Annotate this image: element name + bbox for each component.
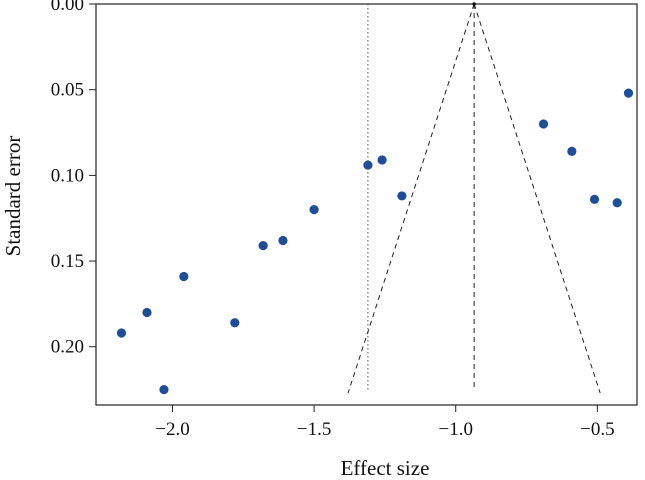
data-point — [230, 318, 240, 328]
data-point — [363, 160, 373, 170]
data-point — [612, 198, 622, 208]
y-tick-label: 0.15 — [51, 251, 84, 272]
plot-frame — [95, 3, 638, 406]
x-tick-label: −1.5 — [297, 419, 331, 440]
data-point — [589, 194, 600, 204]
y-axis-title: Standard error — [1, 136, 25, 257]
data-point — [538, 119, 549, 129]
data-point — [397, 191, 407, 201]
x-tick-label: −2.0 — [155, 419, 189, 440]
data-point — [567, 146, 577, 156]
data-point — [377, 155, 387, 165]
data-point — [142, 307, 152, 318]
data-point — [179, 271, 189, 282]
data-point — [309, 205, 319, 215]
x-axis-title: Effect size — [341, 456, 430, 480]
y-tick-label: 0.05 — [51, 80, 84, 101]
x-tick-label: −0.5 — [580, 419, 614, 440]
data-point — [159, 384, 169, 395]
funnel-apex-point — [472, 2, 476, 6]
funnel-right-boundary — [473, 3, 601, 394]
y-tick-label: 0.20 — [51, 337, 84, 358]
data-point — [116, 328, 127, 338]
data-point — [623, 88, 634, 98]
data-point — [278, 235, 288, 246]
funnel-left-boundary — [347, 3, 475, 394]
y-tick-label: 0.10 — [51, 165, 84, 186]
x-tick-label: −1.0 — [438, 419, 472, 440]
x-axis: −2.0 −1.5 −1.0 −0.5 — [155, 405, 615, 440]
data-points — [116, 88, 634, 395]
data-point — [258, 241, 268, 251]
y-axis: 0.00 0.05 0.10 0.15 0.20 — [51, 0, 96, 358]
y-tick-label: 0.00 — [51, 0, 84, 15]
